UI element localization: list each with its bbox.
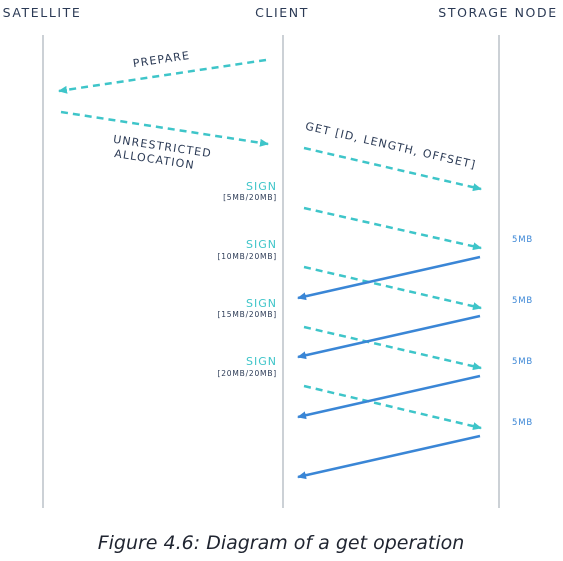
chunk-arrow (297, 374, 481, 420)
chunk-arrow (297, 314, 481, 360)
sign-label: SIGN (246, 238, 277, 251)
chunk-size-label: 5MB (512, 357, 533, 367)
sign-range: [5MB/20MB] (223, 193, 277, 202)
storage-node-lane-title: STORAGE NODE (438, 5, 557, 20)
sign-range: [15MB/20MB] (218, 310, 278, 319)
chunk-size-label: 5MB (512, 296, 533, 306)
prepare-arrow (58, 58, 267, 94)
figure-caption: Figure 4.6: Diagram of a get operation (98, 532, 465, 554)
satellite-lane-title: SATELLITE (3, 5, 82, 20)
chunk-size-label: 5MB (512, 418, 533, 428)
sign-label: SIGN (246, 180, 277, 193)
sign-range: [20MB/20MB] (218, 369, 278, 378)
chunk-arrow (297, 255, 481, 301)
sign-arrow (303, 384, 482, 431)
sign-arrow (303, 206, 482, 251)
get-arrow (303, 146, 482, 192)
sign-arrow (303, 265, 482, 311)
allocation-arrow (60, 110, 269, 147)
chunk-arrow (297, 434, 481, 480)
chunk-size-label: 5MB (512, 235, 533, 245)
sign-label: SIGN (246, 355, 277, 368)
sign-label: SIGN (246, 297, 277, 310)
sign-range: [10MB/20MB] (218, 252, 278, 261)
client-lane-title: CLIENT (255, 5, 309, 20)
get-label: GET [ID, LENGTH, OFFSET] (304, 120, 477, 172)
sign-arrow (303, 325, 482, 371)
prepare-label: PREPARE (132, 49, 191, 70)
